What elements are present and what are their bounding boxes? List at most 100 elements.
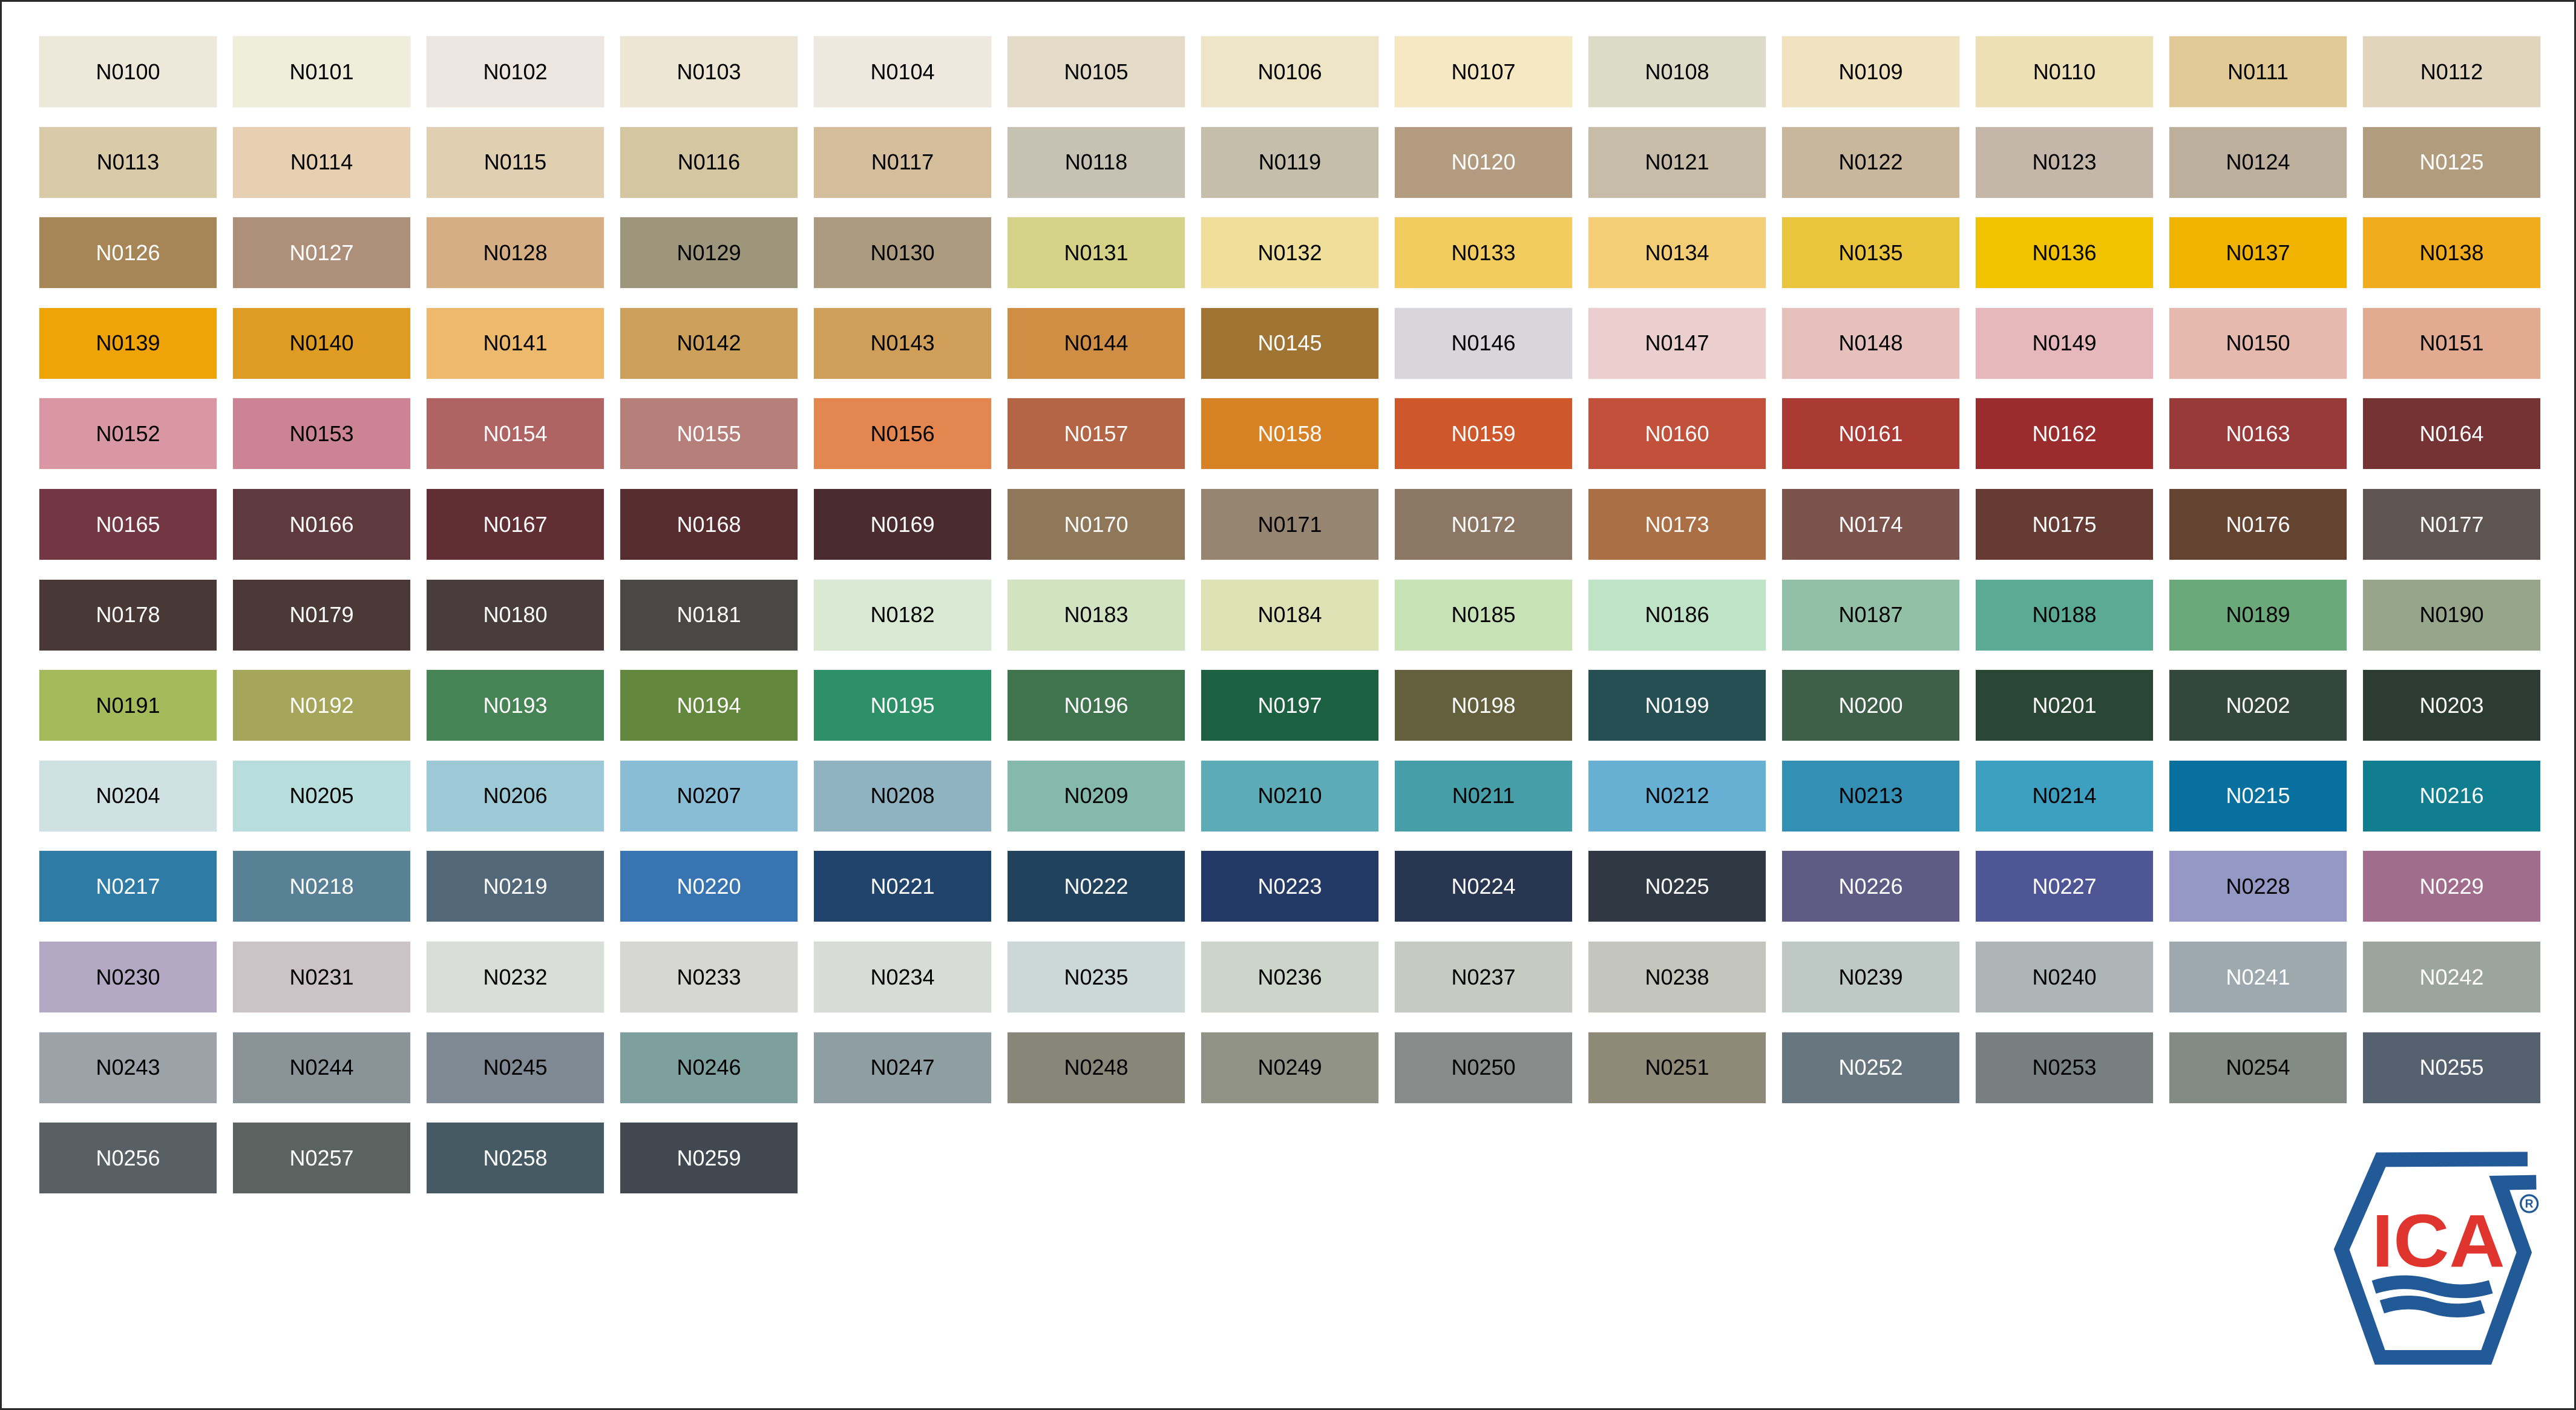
color-swatch: N0224 bbox=[1395, 851, 1572, 922]
color-swatch: N0254 bbox=[2169, 1032, 2347, 1103]
color-swatch: N0245 bbox=[427, 1032, 604, 1103]
color-swatch: N0176 bbox=[2169, 489, 2347, 560]
swatch-code: N0238 bbox=[1645, 964, 1709, 989]
swatch-code: N0250 bbox=[1451, 1055, 1516, 1080]
color-swatch: N0127 bbox=[233, 217, 410, 289]
swatch-code: N0128 bbox=[483, 240, 548, 265]
color-swatch: N0114 bbox=[233, 126, 410, 198]
swatch-code: N0217 bbox=[96, 873, 160, 899]
color-swatch: N0170 bbox=[1008, 489, 1185, 560]
color-swatch: N0213 bbox=[1782, 760, 1959, 831]
color-swatch: N0235 bbox=[1008, 942, 1185, 1012]
color-swatch: N0107 bbox=[1395, 36, 1572, 107]
color-swatch: N0125 bbox=[2363, 126, 2540, 198]
color-swatch: N0158 bbox=[1201, 398, 1378, 470]
swatch-code: N0220 bbox=[677, 873, 741, 899]
swatch-code: N0159 bbox=[1451, 421, 1516, 446]
swatch-code: N0165 bbox=[96, 511, 160, 537]
color-swatch: N0252 bbox=[1782, 1032, 1959, 1103]
color-swatch: N0167 bbox=[427, 489, 604, 560]
swatch-code: N0137 bbox=[2226, 240, 2290, 265]
color-swatch: N0214 bbox=[1976, 760, 2153, 831]
color-swatch: N0174 bbox=[1782, 489, 1959, 560]
swatch-code: N0116 bbox=[677, 149, 741, 175]
swatch-code: N0223 bbox=[1257, 873, 1322, 899]
color-swatch: N0159 bbox=[1395, 398, 1572, 470]
color-swatch: N0160 bbox=[1588, 398, 1766, 470]
color-swatch: N0165 bbox=[39, 489, 217, 560]
swatch-code: N0216 bbox=[2419, 783, 2484, 808]
color-swatch: N0221 bbox=[814, 851, 991, 922]
color-swatch: N0201 bbox=[1976, 670, 2153, 741]
color-swatch: N0209 bbox=[1008, 760, 1185, 831]
swatch-code: N0186 bbox=[1645, 602, 1709, 628]
swatch-code: N0176 bbox=[2226, 511, 2290, 537]
color-swatch: N0136 bbox=[1976, 217, 2153, 289]
swatch-code: N0235 bbox=[1064, 964, 1129, 989]
swatch-code: N0120 bbox=[1451, 149, 1516, 175]
swatch-code: N0177 bbox=[2419, 511, 2484, 537]
color-swatch: N0242 bbox=[2363, 942, 2540, 1012]
color-swatch: N0259 bbox=[620, 1123, 798, 1194]
swatch-code: N0201 bbox=[2032, 692, 2097, 718]
swatch-code: N0229 bbox=[2419, 873, 2484, 899]
swatch-code: N0138 bbox=[2419, 240, 2484, 265]
swatch-code: N0173 bbox=[1645, 511, 1709, 537]
swatch-code: N0256 bbox=[96, 1145, 160, 1170]
swatch-code: N0155 bbox=[677, 421, 741, 446]
swatch-code: N0167 bbox=[483, 511, 548, 537]
color-swatch: N0244 bbox=[233, 1032, 410, 1103]
swatch-code: N0218 bbox=[289, 873, 354, 899]
color-swatch: N0141 bbox=[427, 307, 604, 379]
color-swatch: N0155 bbox=[620, 398, 798, 470]
swatch-code: N0141 bbox=[483, 330, 548, 356]
color-swatch: N0139 bbox=[39, 307, 217, 379]
color-swatch: N0181 bbox=[620, 579, 798, 651]
swatch-code: N0133 bbox=[1451, 240, 1516, 265]
color-swatch: N0183 bbox=[1008, 579, 1185, 651]
color-swatch: N0218 bbox=[233, 851, 410, 922]
color-swatch: N0153 bbox=[233, 398, 410, 470]
color-swatch: N0230 bbox=[39, 942, 217, 1012]
swatch-code: N0163 bbox=[2226, 421, 2290, 446]
color-swatch: N0202 bbox=[2169, 670, 2347, 741]
color-swatch: N0105 bbox=[1008, 36, 1185, 107]
swatch-code: N0199 bbox=[1645, 692, 1709, 718]
swatch-code: N0174 bbox=[1838, 511, 1903, 537]
color-swatch: N0113 bbox=[39, 126, 217, 198]
swatch-code: N0100 bbox=[96, 59, 160, 84]
color-swatch: N0188 bbox=[1976, 579, 2153, 651]
color-swatch: N0123 bbox=[1976, 126, 2153, 198]
swatch-code: N0172 bbox=[1451, 511, 1516, 537]
color-swatch: N0216 bbox=[2363, 760, 2540, 831]
color-swatch: N0121 bbox=[1588, 126, 1766, 198]
swatch-code: N0169 bbox=[870, 511, 935, 537]
swatch-code: N0146 bbox=[1451, 330, 1516, 356]
swatch-code: N0124 bbox=[2226, 149, 2290, 175]
color-swatch: N0258 bbox=[427, 1123, 604, 1194]
swatch-code: N0233 bbox=[677, 964, 741, 989]
swatch-code: N0148 bbox=[1838, 330, 1903, 356]
swatch-code: N0224 bbox=[1451, 873, 1516, 899]
swatch-code: N0131 bbox=[1064, 240, 1129, 265]
swatch-code: N0247 bbox=[870, 1055, 935, 1080]
swatch-code: N0166 bbox=[289, 511, 354, 537]
color-swatch: N0120 bbox=[1395, 126, 1572, 198]
swatch-code: N0248 bbox=[1064, 1055, 1129, 1080]
color-swatch: N0231 bbox=[233, 942, 410, 1012]
swatch-code: N0126 bbox=[96, 240, 160, 265]
color-swatch: N0210 bbox=[1201, 760, 1378, 831]
swatch-code: N0153 bbox=[289, 421, 354, 446]
color-swatch: N0189 bbox=[2169, 579, 2347, 651]
swatch-code: N0189 bbox=[2226, 602, 2290, 628]
swatch-code: N0259 bbox=[677, 1145, 741, 1170]
swatch-code: N0181 bbox=[677, 602, 741, 628]
color-swatch: N0151 bbox=[2363, 307, 2540, 379]
color-swatch: N0198 bbox=[1395, 670, 1572, 741]
swatch-code: N0111 bbox=[2227, 59, 2289, 84]
color-swatch: N0175 bbox=[1976, 489, 2153, 560]
swatch-code: N0230 bbox=[96, 964, 160, 989]
swatch-code: N0212 bbox=[1645, 783, 1709, 808]
swatch-code: N0132 bbox=[1257, 240, 1322, 265]
